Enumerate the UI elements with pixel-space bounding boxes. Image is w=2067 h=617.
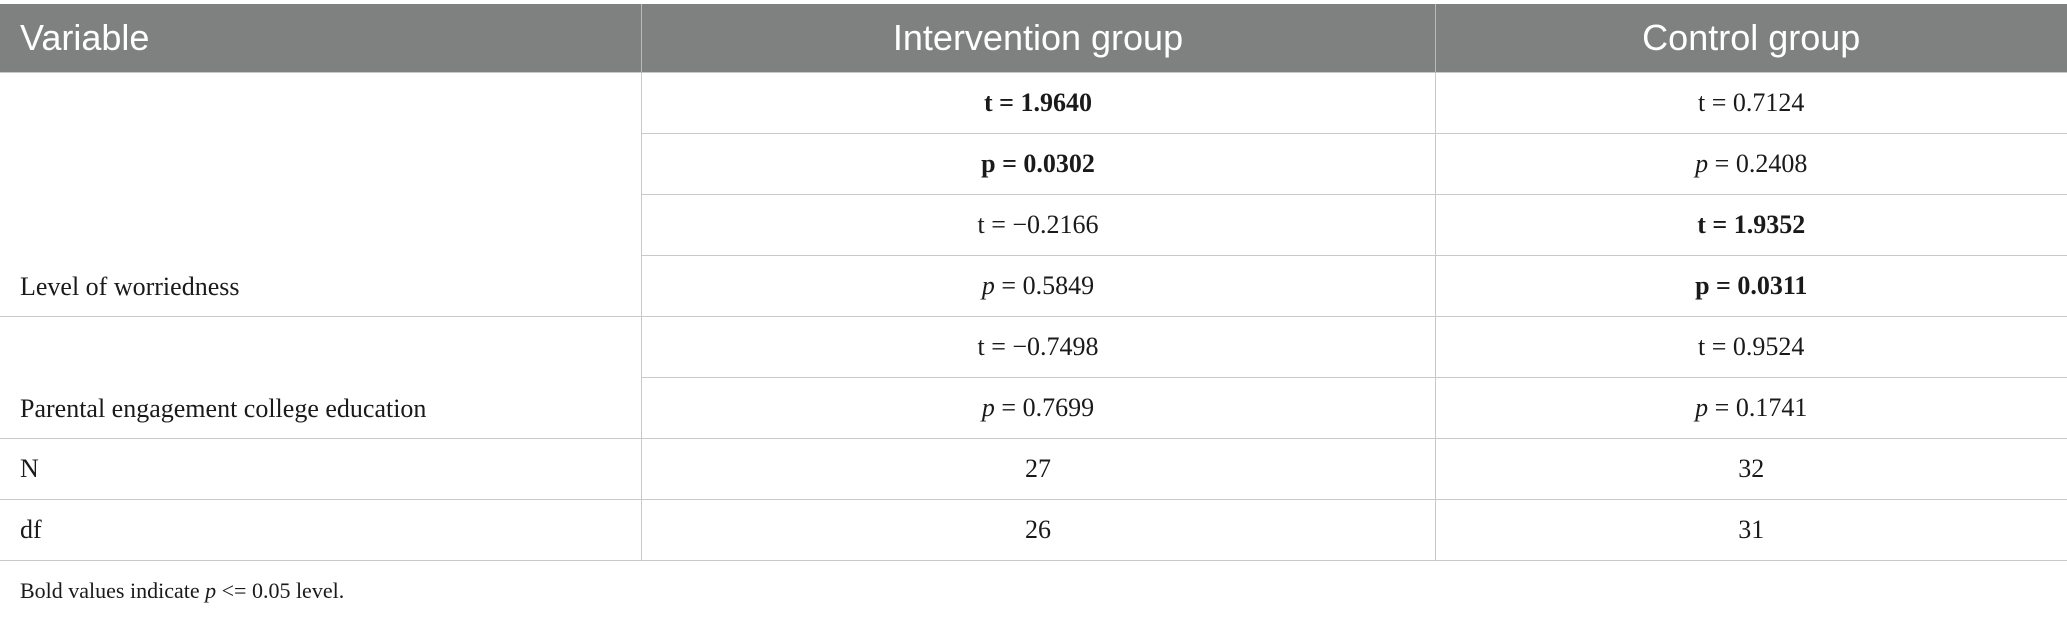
footnote-suffix: <= 0.05 level. xyxy=(216,578,345,603)
results-table: Variable Intervention group Control grou… xyxy=(0,4,2067,561)
table-row: Level of worriedness t = 1.9640 t = 0.71… xyxy=(0,72,2067,317)
header-variable: Variable xyxy=(0,4,641,73)
cell-control-t-2: t = 1.9352 xyxy=(1434,194,2067,256)
p-value: = 0.2408 xyxy=(1708,149,1808,178)
table-row: N 27 32 xyxy=(0,438,2067,500)
p-value: = 0.7699 xyxy=(994,393,1095,422)
cell-intervention-p-3: p = 0.7699 xyxy=(641,377,1436,439)
p-symbol: p xyxy=(981,393,995,422)
table-row: p = 0.5849 p = 0.0311 xyxy=(0,255,2067,317)
cell-control-df: 31 xyxy=(1434,499,2067,561)
table-row: p = 0.7699 p = 0.1741 xyxy=(0,377,2067,439)
header-control-group: Control group xyxy=(1434,4,2067,73)
p-symbol: p xyxy=(1695,149,1709,178)
cell-intervention-df: 26 xyxy=(640,499,1436,561)
cell-intervention-t-2: t = −0.2166 xyxy=(641,194,1436,256)
table-row: t = −0.2166 t = 1.9352 xyxy=(0,194,2067,256)
table-row: p = 0.0302 p = 0.2408 xyxy=(0,133,2067,195)
header-intervention-group: Intervention group xyxy=(640,4,1435,73)
p-value: = 0.1741 xyxy=(1708,393,1808,422)
row-label-df: df xyxy=(0,499,642,561)
footnote-p-symbol: p xyxy=(205,578,217,603)
p-symbol: p xyxy=(981,271,995,300)
table-footnote: Bold values indicate p <= 0.05 level. xyxy=(20,578,344,604)
p-value: = 0.0311 xyxy=(1709,271,1808,300)
cell-intervention-p-1: p = 0.0302 xyxy=(641,133,1436,195)
p-symbol: p xyxy=(1695,271,1710,300)
table-row: df 26 31 xyxy=(0,499,2067,561)
cell-intervention-n: 27 xyxy=(640,438,1436,500)
p-value: = 0.0302 xyxy=(995,149,1095,178)
cell-control-n: 32 xyxy=(1434,438,2067,500)
p-symbol: p xyxy=(1695,393,1709,422)
cell-intervention-t-1: t = 1.9640 xyxy=(640,72,1436,134)
cell-control-t-3: t = 0.9524 xyxy=(1434,316,2067,378)
cell-intervention-p-2: p = 0.5849 xyxy=(641,255,1436,317)
cell-intervention-t-3: t = −0.7498 xyxy=(640,316,1436,378)
row-label-n: N xyxy=(0,438,642,500)
table-header-row: Variable Intervention group Control grou… xyxy=(0,4,2067,73)
row-label-worriedness: Level of worriedness xyxy=(0,72,642,317)
p-value: = 0.5849 xyxy=(994,271,1095,300)
cell-control-p-2: p = 0.0311 xyxy=(1434,255,2067,317)
row-label-parental-engagement: Parental engagement college education xyxy=(0,316,642,439)
p-symbol: p xyxy=(981,149,996,178)
cell-control-p-1: p = 0.2408 xyxy=(1434,133,2067,195)
cell-control-p-3: p = 0.1741 xyxy=(1434,377,2067,439)
footnote-prefix: Bold values indicate xyxy=(20,578,206,603)
cell-control-t-1: t = 0.7124 xyxy=(1434,72,2067,134)
table-row: Parental engagement college education t … xyxy=(0,316,2067,439)
